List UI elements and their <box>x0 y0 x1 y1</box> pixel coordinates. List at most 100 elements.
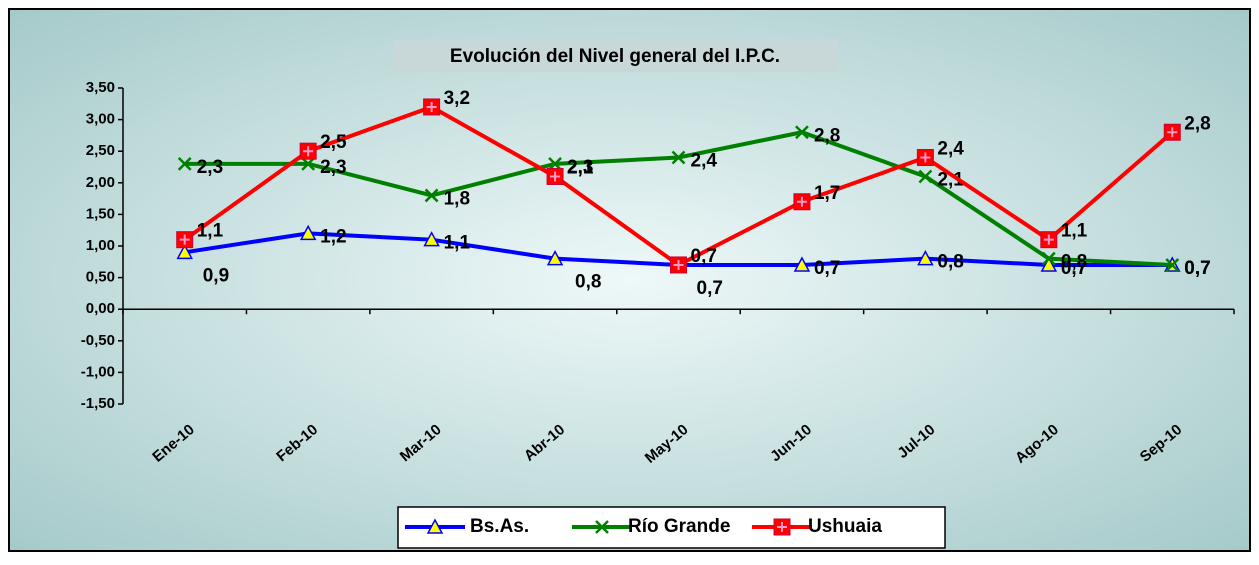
y-tick-label: -1,00 <box>81 363 115 380</box>
marker-part <box>671 150 686 165</box>
marker <box>918 169 933 184</box>
marker <box>176 231 194 249</box>
marker <box>546 250 564 266</box>
marker-part <box>777 522 787 532</box>
value-label: 1,2 <box>320 226 346 247</box>
legend-label: Ushuaia <box>808 516 882 537</box>
value-label: 2,3 <box>197 157 223 178</box>
marker <box>671 150 686 165</box>
marker-part <box>1040 256 1058 272</box>
marker-part <box>796 196 807 207</box>
marker-part <box>426 518 444 534</box>
marker <box>795 125 809 140</box>
marker <box>1165 258 1180 272</box>
marker <box>1040 256 1058 272</box>
value-label: 1,1 <box>1061 221 1088 242</box>
marker <box>1040 231 1058 249</box>
value-label: 0,7 <box>697 278 723 299</box>
marker <box>176 243 193 260</box>
legend-label: Bs.As. <box>470 516 529 537</box>
marker-part <box>299 224 317 241</box>
marker-part <box>176 243 193 260</box>
value-label: 0,8 <box>937 252 963 273</box>
marker <box>546 167 564 185</box>
value-label: 2,3 <box>320 157 346 178</box>
marker-part <box>917 250 934 266</box>
marker-part <box>423 231 440 247</box>
value-label: 0,7 <box>1184 258 1210 279</box>
marker-part <box>546 250 564 266</box>
marker <box>423 231 440 247</box>
y-tick-label: 2,00 <box>86 174 115 191</box>
marker-part <box>795 125 809 140</box>
y-tick-label: -0,50 <box>81 332 115 349</box>
value-label: 2,4 <box>937 139 964 160</box>
value-label: 1,8 <box>444 188 470 209</box>
y-tick-label: 0,00 <box>86 300 115 317</box>
marker-part <box>550 171 561 182</box>
legend-box <box>397 506 946 549</box>
value-label: 2,3 <box>567 157 593 178</box>
marker <box>548 156 562 171</box>
marker <box>595 520 609 534</box>
marker-part <box>595 520 609 534</box>
value-label: 0,7 <box>1061 258 1087 279</box>
marker-part <box>1041 251 1056 266</box>
marker-part <box>1165 258 1180 272</box>
marker-part <box>177 156 192 171</box>
y-tick-label: 1,00 <box>86 237 115 254</box>
value-label: 2,4 <box>691 151 718 172</box>
value-label: 1,1 <box>444 233 471 254</box>
y-tick-label: 2,50 <box>86 142 115 159</box>
marker <box>299 224 317 241</box>
value-label: 2,8 <box>1184 113 1210 134</box>
title-box <box>393 40 838 72</box>
marker <box>1163 123 1181 141</box>
marker <box>917 250 934 266</box>
y-tick-label: 3,00 <box>86 111 115 128</box>
marker-part <box>793 256 811 272</box>
marker-part <box>548 156 562 171</box>
value-label: 0,8 <box>1061 252 1087 273</box>
marker <box>773 518 791 536</box>
value-label: 0,7 <box>691 246 717 267</box>
marker-part <box>920 152 931 163</box>
marker-part <box>301 156 316 171</box>
value-label: 3,2 <box>444 88 470 109</box>
chart-background <box>8 8 1251 552</box>
value-label: 2,8 <box>814 125 840 146</box>
marker <box>793 256 811 272</box>
marker-part <box>918 169 933 184</box>
marker-part <box>303 146 314 157</box>
marker <box>916 149 934 167</box>
value-label: 0,8 <box>575 272 601 293</box>
marker-part <box>673 259 684 270</box>
value-label: 2,1 <box>567 157 594 178</box>
value-label: 0,9 <box>203 265 229 286</box>
value-label: 2,1 <box>937 169 964 190</box>
marker <box>793 193 811 211</box>
value-label: 0,7 <box>1184 258 1210 279</box>
marker-part <box>179 234 190 245</box>
value-label: 2,5 <box>320 132 347 153</box>
marker <box>301 156 316 171</box>
value-label: 0,7 <box>814 258 840 279</box>
marker <box>1041 251 1056 266</box>
value-label: 1,7 <box>814 183 840 204</box>
marker-part <box>1167 127 1178 138</box>
marker <box>299 142 317 160</box>
marker-part <box>424 188 439 203</box>
marker-part <box>1043 234 1054 245</box>
value-label: 1,1 <box>197 221 224 242</box>
marker <box>670 256 687 274</box>
chart-title: Evolución del Nivel general del I.P.C. <box>450 46 780 67</box>
y-tick-label: 3,50 <box>86 79 115 96</box>
marker <box>424 188 439 203</box>
marker <box>177 156 192 171</box>
y-tick-label: 0,50 <box>86 269 115 286</box>
y-tick-label: 1,50 <box>86 205 115 222</box>
legend-label: Río Grande <box>628 516 730 537</box>
y-tick-label: -1,50 <box>81 395 115 412</box>
marker <box>426 518 444 534</box>
